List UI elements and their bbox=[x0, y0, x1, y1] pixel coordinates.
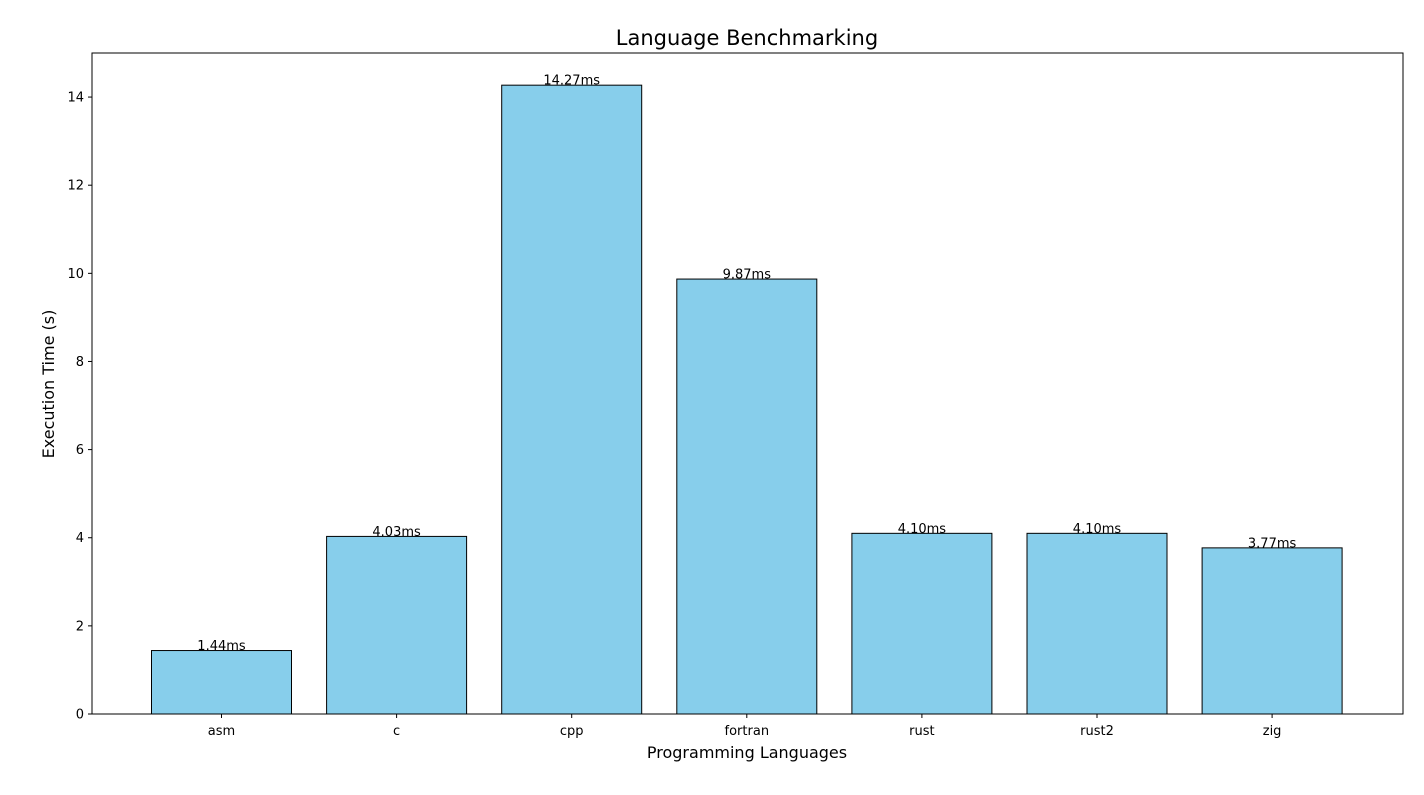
x-tick-label-fortran: fortran bbox=[725, 724, 770, 739]
data-label-asm: 1.44ms bbox=[197, 639, 246, 654]
y-tick-label: 12 bbox=[67, 179, 84, 194]
bar-c bbox=[326, 535, 468, 715]
x-axis-ticks: asm c cpp fortran rust rust2 zig bbox=[208, 714, 1282, 739]
bar-cpp bbox=[501, 84, 643, 715]
plot-area-frame bbox=[91, 52, 1404, 715]
x-tick-label-c: c bbox=[393, 724, 400, 739]
y-tick-label: 10 bbox=[67, 267, 84, 282]
y-tick-label: 6 bbox=[76, 443, 84, 458]
bar-rust bbox=[851, 532, 993, 715]
data-label-zig: 3.77ms bbox=[1248, 536, 1297, 551]
x-tick-label-cpp: cpp bbox=[560, 724, 584, 739]
y-tick-label: 0 bbox=[76, 708, 84, 723]
y-tick-label: 8 bbox=[76, 355, 84, 370]
data-label-rust: 4.10ms bbox=[898, 522, 947, 537]
bar-zig bbox=[1201, 547, 1343, 715]
chart-title: Language Benchmarking bbox=[616, 26, 878, 50]
data-label-c: 4.03ms bbox=[372, 525, 421, 540]
x-tick-label-rust: rust bbox=[909, 724, 934, 739]
bar-rust2 bbox=[1026, 532, 1168, 715]
x-axis-label: Programming Languages bbox=[647, 743, 847, 762]
data-label-fortran: 9.87ms bbox=[723, 268, 772, 283]
y-tick-label: 14 bbox=[67, 91, 84, 106]
x-tick-label-zig: zig bbox=[1263, 724, 1282, 739]
y-tick-label: 2 bbox=[76, 619, 84, 634]
y-axis-ticks: 0 2 4 6 8 10 12 14 bbox=[67, 91, 92, 723]
data-labels-group: 1.44ms 4.03ms 14.27ms 9.87ms 4.10ms 4.10ms 3.7… bbox=[197, 74, 1296, 654]
bar-fortran bbox=[676, 278, 818, 715]
data-label-cpp: 14.27ms bbox=[543, 74, 600, 89]
bar-asm bbox=[151, 650, 292, 715]
y-tick-label: 4 bbox=[76, 531, 84, 546]
bars-group bbox=[151, 84, 1343, 715]
y-axis-label: Execution Time (s) bbox=[39, 310, 58, 459]
x-tick-label-rust2: rust2 bbox=[1080, 724, 1114, 739]
data-label-rust2: 4.10ms bbox=[1073, 522, 1122, 537]
x-tick-label-asm: asm bbox=[208, 724, 235, 739]
